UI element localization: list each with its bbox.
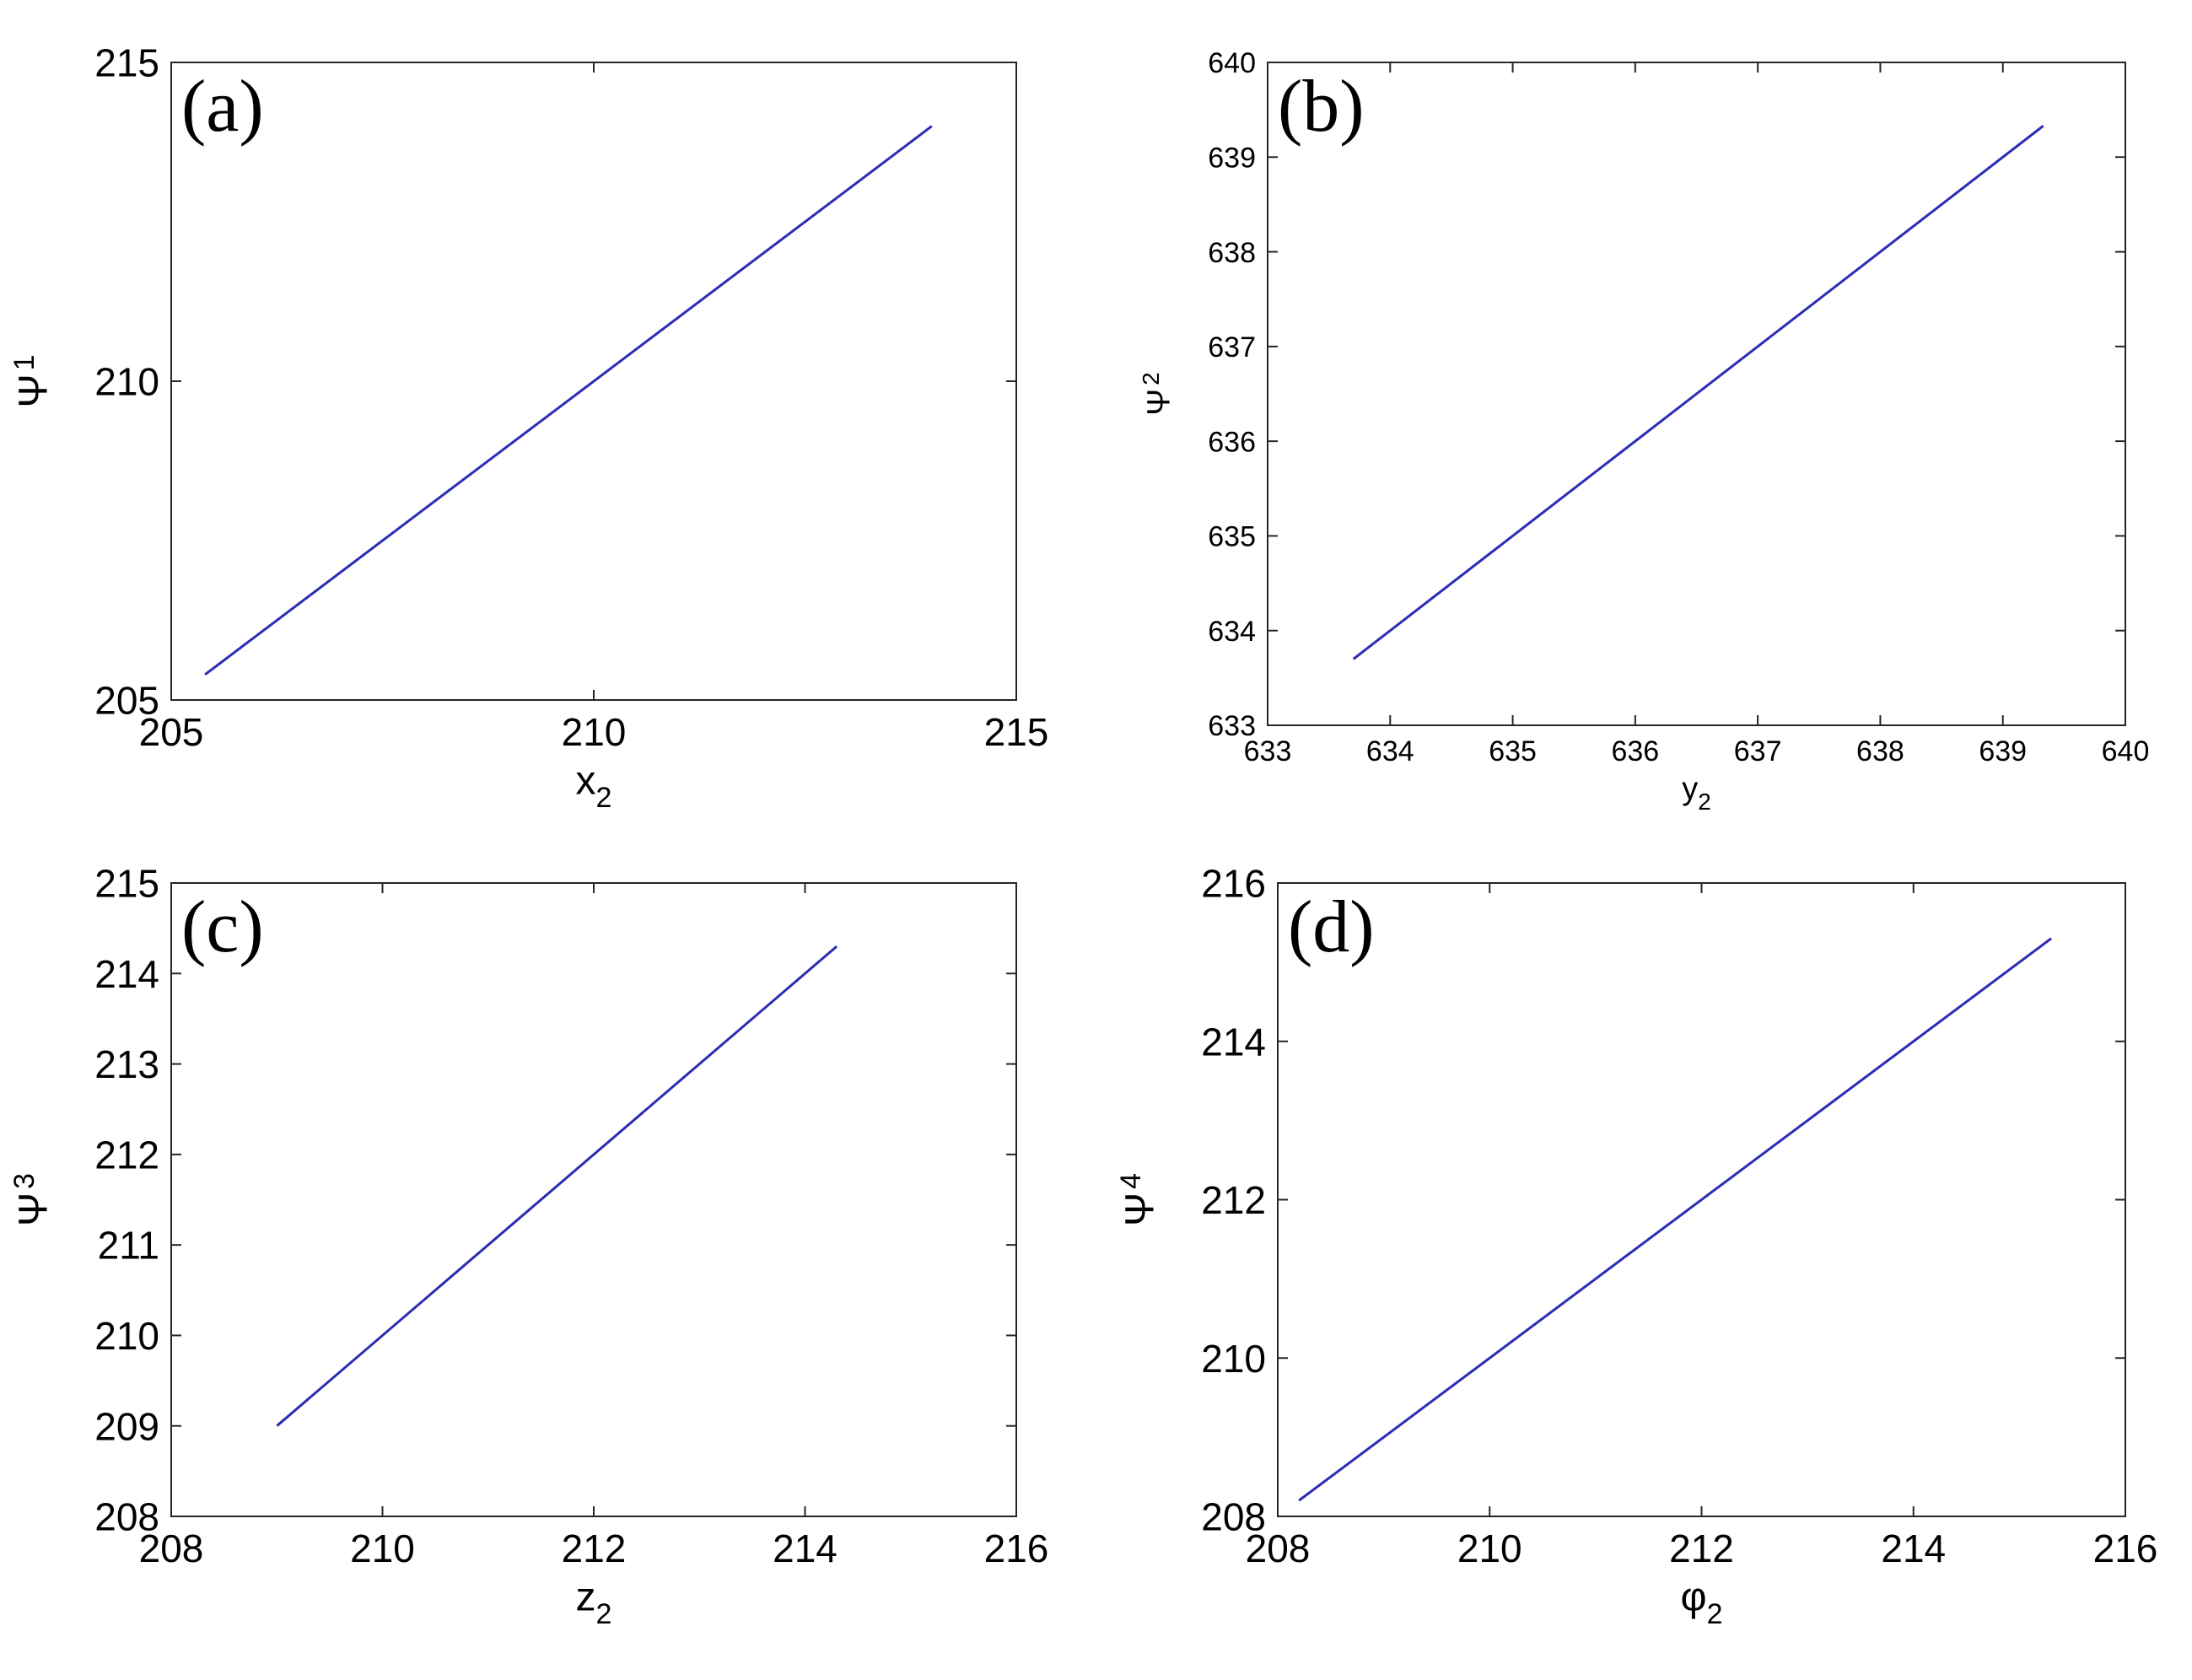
series-line [1352,125,2044,660]
y-axis-label: Ψ2 [1138,372,1177,415]
y-tick-label: 209 [94,1404,159,1448]
x-tick-label: 215 [984,710,1049,754]
panel-label: (c) [181,886,264,968]
y-tick-label: 215 [94,862,159,906]
x-axis-label: z2 [576,1575,612,1630]
y-tick-label: 215 [94,41,159,85]
x-tick-label: 638 [1856,735,1904,767]
x-tick-label: 637 [1734,735,1782,767]
x-tick-label: 633 [1244,735,1292,767]
y-tick-label: 208 [1201,1495,1266,1539]
chart-panel-2: 208 210 212 214 216 208 209 210 211 212 213 214 215 (… [8,862,1048,1630]
chart-panel-0: 205 210 215 205 210 215 (a) x2 Ψ1 [8,41,1048,814]
y-axis-label: Ψ4 [1115,1173,1162,1226]
axes-frame [170,882,1017,1517]
panel-label: (d) [1288,886,1375,968]
x-tick-label: 208 [1246,1527,1311,1570]
y-tick-label: 635 [1208,521,1256,553]
y-tick-label: 637 [1208,331,1256,363]
chart-panel-1: 633 634 635 636 637 638 639 640 633 634 635 636 637 6… [1138,47,2149,815]
y-axis-label: Ψ3 [8,1173,56,1226]
panel-label: (b) [1278,66,1365,148]
panel-label: (a) [181,66,264,148]
y-tick-label: 633 [1208,710,1256,742]
y-tick-label: 212 [1201,1178,1266,1222]
y-tick-label: 211 [98,1224,159,1268]
x-tick-label: 212 [562,1527,627,1570]
x-tick-label: 636 [1611,735,1659,767]
x-tick-label: 208 [139,1527,204,1570]
y-tick-label: 638 [1208,237,1256,269]
series-line [1298,937,2052,1502]
x-tick-label: 216 [2093,1527,2158,1570]
y-tick-label: 213 [94,1042,159,1086]
series-line [204,125,933,676]
x-axis-label: y2 [1682,772,1711,816]
y-tick-label: 212 [94,1133,159,1177]
y-tick-label: 634 [1208,616,1256,648]
x-tick-label: 634 [1366,735,1414,767]
x-tick-label: 210 [562,710,627,754]
y-tick-label: 214 [94,952,159,996]
y-tick-label: 216 [1201,862,1266,906]
y-tick-label: 640 [1208,47,1256,79]
x-tick-label: 214 [1881,1527,1946,1570]
y-tick-label: 205 [94,679,159,723]
x-tick-label: 214 [773,1527,837,1570]
x-tick-label: 216 [984,1527,1049,1570]
axes-frame [1267,62,2126,726]
x-tick-label: 640 [2102,735,2150,767]
x-tick-label: 205 [139,710,204,754]
series-line [276,945,838,1427]
x-tick-label: 639 [1979,735,2027,767]
y-tick-label: 639 [1208,143,1256,175]
y-tick-label: 214 [1201,1020,1266,1063]
x-tick-label: 212 [1669,1527,1734,1570]
y-tick-label: 208 [94,1495,159,1539]
x-tick-label: 210 [350,1527,415,1570]
x-tick-label: 210 [1457,1527,1522,1570]
y-tick-label: 210 [1201,1337,1266,1381]
y-tick-label: 636 [1208,426,1256,458]
y-tick-label: 210 [94,360,159,404]
y-axis-label: Ψ1 [8,354,56,407]
y-tick-label: 210 [94,1314,159,1358]
x-tick-label: 635 [1489,735,1537,767]
x-axis-label: φ2 [1680,1575,1722,1630]
x-axis-label: x2 [576,759,612,814]
chart-panel-3: 208 210 212 214 216 208 210 212 214 216 (d) φ2 Ψ4 [1115,862,2157,1630]
